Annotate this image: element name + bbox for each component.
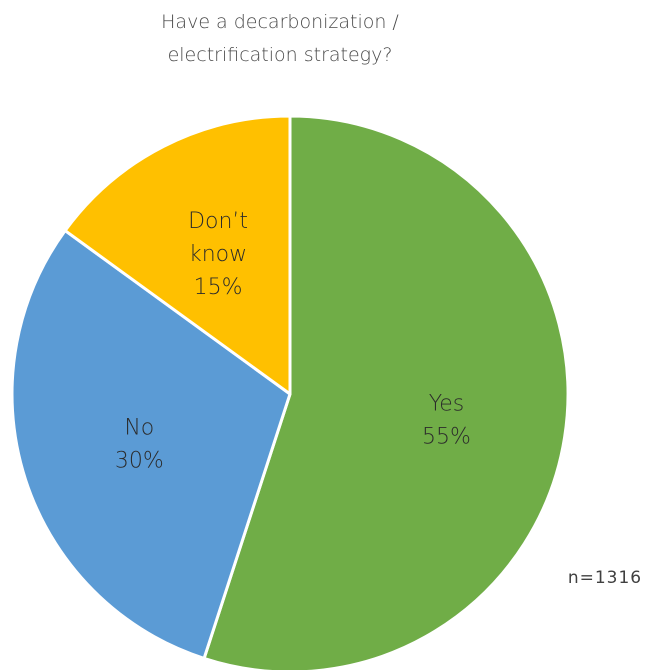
sample-size-note: n=1316 (568, 568, 642, 588)
pie-slices (10, 114, 570, 670)
pie-slice-label: Yes (429, 391, 465, 416)
pie-slice (202, 114, 570, 670)
pie-slice-label: 30% (115, 448, 164, 473)
pie-slice-label: know (189, 242, 247, 267)
chart-title-line-1: Have a decarbonization / (161, 11, 399, 33)
pie-slice-label: Don’t (188, 209, 248, 234)
pie-slice-label: 55% (422, 424, 471, 449)
pie-slice (63, 114, 292, 396)
pie-slice-label: 15% (194, 275, 243, 300)
pie-slice (10, 229, 292, 660)
chart-title-line-2: electrification strategy? (168, 44, 393, 66)
pie-labels: Yes 55% No 30% Don’t know 15% (115, 209, 471, 474)
pie-slice-label: No (124, 415, 154, 440)
chart-title: Have a decarbonization / electrification… (161, 11, 399, 66)
